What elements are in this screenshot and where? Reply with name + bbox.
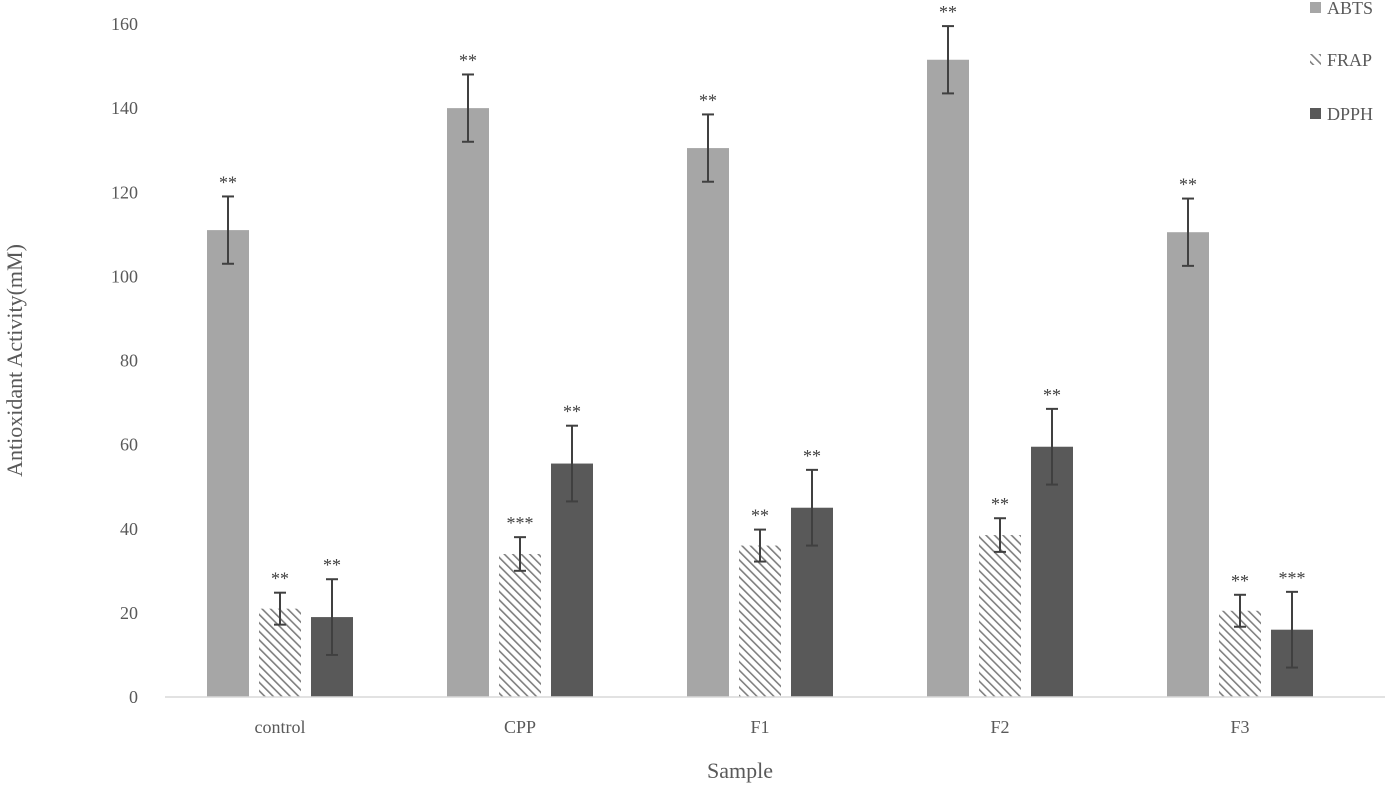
y-axis-title: Antioxidant Activity(mM) bbox=[2, 244, 27, 477]
error-bar bbox=[326, 578, 338, 656]
legend-item-abts: ABTS bbox=[1310, 0, 1373, 18]
bar-frap-f1 bbox=[739, 545, 781, 697]
legend-swatch bbox=[1310, 108, 1321, 119]
bar-abts-cpp bbox=[447, 108, 489, 697]
error-bar bbox=[942, 25, 954, 95]
significance-label: ** bbox=[459, 50, 477, 70]
significance-label: ** bbox=[1043, 385, 1061, 405]
significance-label: ** bbox=[751, 506, 769, 526]
bar-abts-f3 bbox=[1167, 232, 1209, 697]
series-frap: ***** ****** bbox=[259, 494, 1261, 697]
legend-item-frap: FRAP bbox=[1310, 50, 1372, 70]
y-tick-label: 0 bbox=[129, 687, 138, 707]
y-tick-label: 160 bbox=[111, 14, 138, 34]
significance-label: ** bbox=[271, 569, 289, 589]
error-bar bbox=[994, 517, 1006, 553]
error-bar bbox=[806, 468, 818, 547]
y-tick-label: 40 bbox=[120, 519, 138, 539]
y-tick-label: 100 bbox=[111, 266, 138, 286]
x-tick-label: F1 bbox=[750, 717, 769, 737]
y-axis-ticks: 0 20 40 60 80 100 120 140 160 bbox=[111, 14, 138, 707]
significance-label: ** bbox=[1231, 571, 1249, 591]
significance-label: ** bbox=[1179, 175, 1197, 195]
error-bar bbox=[222, 195, 234, 265]
legend-label: ABTS bbox=[1327, 0, 1373, 18]
error-bar bbox=[1046, 407, 1058, 486]
error-bar bbox=[514, 536, 526, 572]
significance-label: *** bbox=[507, 513, 534, 533]
legend-item-dpph: DPPH bbox=[1310, 104, 1373, 124]
bar-dpph-f2 bbox=[1031, 446, 1073, 697]
bars-layer: *************** ***************** bbox=[207, 2, 1313, 698]
bar-dpph-cpp bbox=[551, 463, 593, 697]
series-abts: ** ** ** ** ** bbox=[207, 2, 1209, 698]
x-tick-label: F3 bbox=[1230, 717, 1249, 737]
y-tick-label: 20 bbox=[120, 603, 138, 623]
error-bar bbox=[1234, 593, 1246, 628]
x-tick-label: F2 bbox=[990, 717, 1009, 737]
series-dpph: *********** bbox=[311, 385, 1313, 697]
bar-abts-f2 bbox=[927, 59, 969, 698]
legend: ABTS FRAP DPPH bbox=[1310, 0, 1373, 124]
bar-frap-cpp bbox=[499, 553, 541, 697]
significance-label: ** bbox=[939, 2, 957, 22]
legend-label: DPPH bbox=[1327, 104, 1373, 124]
y-tick-label: 80 bbox=[120, 351, 138, 371]
legend-label: FRAP bbox=[1327, 50, 1372, 70]
y-tick-label: 140 bbox=[111, 98, 138, 118]
bar-abts-f1 bbox=[687, 148, 729, 698]
significance-label: ** bbox=[699, 90, 717, 110]
significance-label: ** bbox=[803, 446, 821, 466]
x-axis-title: Sample bbox=[707, 758, 773, 783]
y-tick-label: 120 bbox=[111, 182, 138, 202]
significance-label: ** bbox=[323, 555, 341, 575]
x-axis-ticks: control CPP F1 F2 F3 bbox=[255, 717, 1250, 737]
bar-frap-f2 bbox=[979, 535, 1021, 697]
error-bar bbox=[702, 113, 714, 183]
significance-label: ** bbox=[563, 402, 581, 422]
significance-label: ** bbox=[991, 494, 1009, 514]
y-tick-label: 60 bbox=[120, 435, 138, 455]
legend-swatch bbox=[1310, 54, 1321, 65]
bar-abts-control bbox=[207, 230, 249, 697]
error-bar bbox=[1182, 197, 1194, 267]
error-bar bbox=[754, 528, 766, 563]
significance-label: *** bbox=[1279, 568, 1306, 588]
legend-swatch bbox=[1310, 2, 1321, 13]
error-bar bbox=[566, 424, 578, 503]
x-tick-label: control bbox=[255, 717, 306, 737]
x-tick-label: CPP bbox=[504, 717, 536, 737]
significance-label: ** bbox=[219, 172, 237, 192]
error-bar bbox=[462, 73, 474, 143]
error-bar bbox=[1286, 590, 1298, 669]
error-bar bbox=[274, 591, 286, 626]
